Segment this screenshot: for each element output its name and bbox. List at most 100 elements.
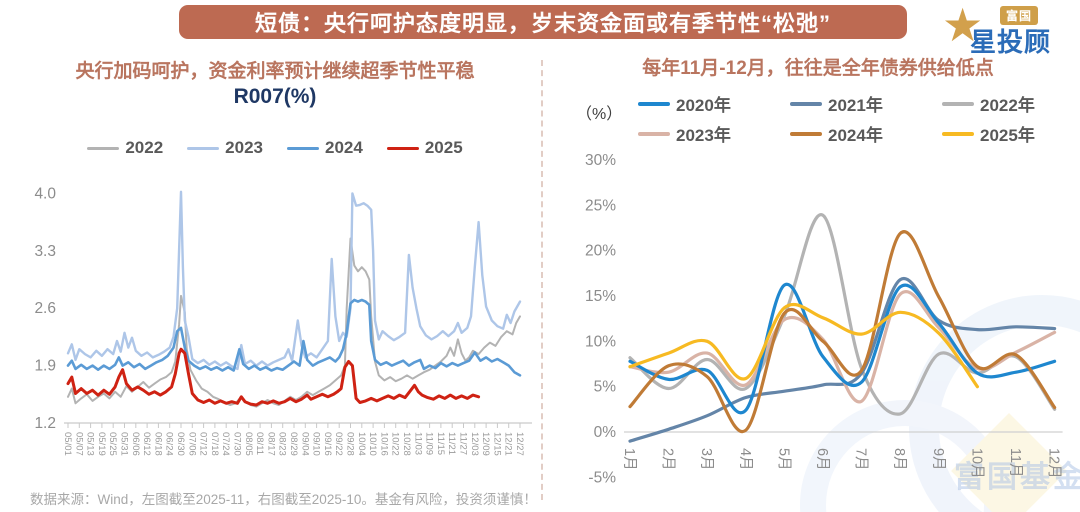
left-x-tick-label: 11/21 <box>446 432 457 455</box>
right-y-tick-label: -5% <box>588 469 616 486</box>
left-y-tick-label: 1.2 <box>34 415 56 432</box>
left-x-tick-label: 12/27 <box>514 432 525 456</box>
legend-swatch-2024 <box>287 146 319 150</box>
right-x-tick-label: 1月 <box>621 448 637 471</box>
left-y-tick-label: 4.0 <box>34 185 56 202</box>
right-x-tick-label: 7月 <box>853 448 869 471</box>
left-x-tick-label: 10/28 <box>401 432 412 456</box>
legend-swatch-2025 <box>386 146 419 150</box>
legend-swatch-2023 <box>187 146 220 150</box>
left-x-tick-label: 06/06 <box>130 432 141 456</box>
legend-label-2023年: 2023年 <box>676 126 731 145</box>
r007-series-2024 <box>66 298 522 377</box>
left-x-tick-label: 06/30 <box>175 432 186 456</box>
supply-series-2024年 <box>628 230 1057 434</box>
left-x-tick-label: 07/30 <box>232 432 243 456</box>
left-x-tick-label: 07/06 <box>186 432 197 456</box>
right-x-tick-label: 5月 <box>775 448 791 471</box>
supply-series-2021年 <box>628 276 1057 443</box>
left-x-tick-label: 08/29 <box>288 432 299 456</box>
left-x-tick-label: 10/22 <box>390 432 401 456</box>
legend-label-2023: 2023 <box>225 138 263 157</box>
left-legend: 2022 2023 2024 2025 <box>8 138 542 158</box>
left-x-tick-label: 11/09 <box>424 432 435 455</box>
legend-item-2024年: 2024年 <box>790 121 942 146</box>
left-x-tick-label: 10/16 <box>378 432 389 456</box>
supply-series-2020年 <box>628 282 1057 415</box>
r007-series-2023 <box>66 190 522 371</box>
left-y-tick-label: 1.9 <box>34 358 56 375</box>
legend-item-2021年: 2021年 <box>790 91 942 116</box>
right-x-tick-label: 11月 <box>1007 448 1023 478</box>
left-x-tick-label: 11/15 <box>435 432 446 455</box>
left-chart-title: R007(%) <box>233 85 317 108</box>
right-y-tick-label: 5% <box>594 379 617 396</box>
legend-item-2022年: 2022年 <box>942 91 1080 116</box>
brand-name: 星投顾 <box>970 27 1052 57</box>
left-x-tick-label: 09/10 <box>311 432 322 456</box>
left-x-tick-label: 08/11 <box>254 432 265 455</box>
right-y-tick-label: 0% <box>594 424 617 441</box>
legend-label-2020年: 2020年 <box>676 96 731 115</box>
legend-swatch-2020年 <box>638 101 670 106</box>
right-y-tick-label: 20% <box>585 243 616 260</box>
legend-swatch-2022 <box>87 146 120 150</box>
left-x-tick-label: 06/18 <box>152 432 163 456</box>
left-x-tick-label: 09/28 <box>345 432 356 456</box>
right-y-tick-label: 30% <box>585 152 616 169</box>
right-x-tick-label: 10月 <box>968 448 984 479</box>
left-x-tick-label: 05/01 <box>62 432 73 456</box>
legend-swatch-2023年 <box>638 131 670 136</box>
legend-label-2025: 2025 <box>424 138 463 157</box>
brand-logo: ★ 富国 星投顾 <box>940 0 1076 58</box>
left-chart-subtitle: 央行加码呵护，资金利率预计继续超季节性平稳 <box>75 61 475 82</box>
legend-label-2024: 2024 <box>325 138 363 157</box>
left-x-tick-label: 05/25 <box>107 432 118 456</box>
left-x-tick-label: 07/12 <box>198 432 209 456</box>
left-x-tick-label: 08/17 <box>265 432 276 456</box>
right-chart-unit-label: （%） <box>576 106 623 123</box>
legend-item-2025年: 2025年 <box>942 121 1080 146</box>
left-x-tick-label: 06/24 <box>164 432 175 456</box>
legend-label-2022: 2022 <box>125 138 164 157</box>
legend-swatch-2021年 <box>790 101 822 106</box>
brand-box-label: 富国 <box>1000 6 1039 25</box>
right-legend: 2020年 2021年 2022年 2023年 2024年 2025年 <box>638 91 1080 146</box>
legend-swatch-2024年 <box>790 131 822 136</box>
source-note: 数据来源：Wind，左图截至2025-11，右图截至2025-10。基金有风险，… <box>30 492 537 507</box>
left-x-tick-label: 05/31 <box>119 432 130 456</box>
legend-item-2023: 2023 <box>187 138 263 158</box>
left-y-tick-label: 3.3 <box>34 243 56 260</box>
left-x-tick-label: 09/04 <box>299 432 310 456</box>
legend-label-2021年: 2021年 <box>828 96 883 115</box>
star-icon: ★ <box>942 0 984 51</box>
right-y-tick-label: 25% <box>585 197 616 214</box>
left-x-tick-label: 05/19 <box>96 432 107 456</box>
right-chart-title: 每年11月-12月，往往是全年债券供给低点 <box>642 58 994 79</box>
left-x-tick-label: 12/03 <box>469 432 480 456</box>
left-x-tick-label: 09/22 <box>333 432 344 456</box>
left-y-tick-label: 2.6 <box>34 300 56 317</box>
right-x-tick-label: 2月 <box>660 448 676 471</box>
left-x-tick-label: 10/10 <box>367 432 378 456</box>
left-x-tick-label: 09/16 <box>322 432 333 456</box>
left-x-tick-label: 11/27 <box>458 432 469 455</box>
legend-item-2023年: 2023年 <box>638 121 790 146</box>
panel-divider <box>541 60 543 500</box>
legend-label-2024年: 2024年 <box>828 126 883 145</box>
left-x-tick-label: 10/04 <box>356 432 367 456</box>
right-x-tick-label: 9月 <box>930 448 946 471</box>
legend-item-2022: 2022 <box>87 138 163 158</box>
left-x-tick-label: 05/13 <box>85 432 96 456</box>
left-x-tick-label: 07/18 <box>209 432 220 456</box>
right-x-tick-label: 6月 <box>814 448 830 471</box>
left-x-tick-label: 07/24 <box>220 432 231 456</box>
left-x-tick-label: 12/09 <box>480 432 491 456</box>
r007-series-2025 <box>66 347 481 407</box>
legend-item-2024: 2024 <box>287 138 363 158</box>
supply-series-2025年 <box>628 302 979 389</box>
legend-item-2020年: 2020年 <box>638 91 790 116</box>
legend-swatch-2025年 <box>942 131 974 136</box>
